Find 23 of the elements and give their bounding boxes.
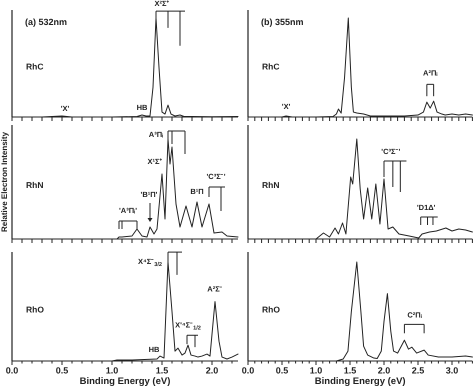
- x-tick-label: 3.0: [446, 365, 458, 376]
- annotation: RhO: [26, 304, 44, 314]
- x-tick-label: 0.5: [276, 365, 288, 376]
- x-tick-label: 1.0: [310, 365, 322, 376]
- x-tick-label: 2.0: [206, 365, 218, 376]
- x-axis-title: Binding Energy (eV): [80, 376, 170, 387]
- x-tick-label: 2.0: [378, 365, 390, 376]
- annotation: RhN: [26, 180, 44, 190]
- x-axis-title: Binding Energy (eV): [314, 376, 406, 387]
- x-tick-label: 1.5: [344, 365, 356, 376]
- annotation: RhO: [262, 304, 280, 314]
- y-axis-title: Relative Electron Intensity: [0, 131, 9, 232]
- x-tick-label: 2.5: [412, 365, 424, 376]
- annotation: RhN: [262, 180, 280, 190]
- x-tick-label: 0.0: [6, 365, 18, 376]
- x-tick-label: 1.5: [156, 365, 168, 376]
- x-tick-label: 0.5: [56, 365, 68, 376]
- chart-title: (a) 532nm: [25, 17, 68, 27]
- annotation: RhC: [262, 62, 280, 72]
- annotation: RhC: [26, 62, 44, 72]
- chart-title: (b) 355nm: [261, 17, 304, 27]
- x-tick-label: 0.0: [242, 365, 254, 376]
- x-tick-label: 1.0: [106, 365, 118, 376]
